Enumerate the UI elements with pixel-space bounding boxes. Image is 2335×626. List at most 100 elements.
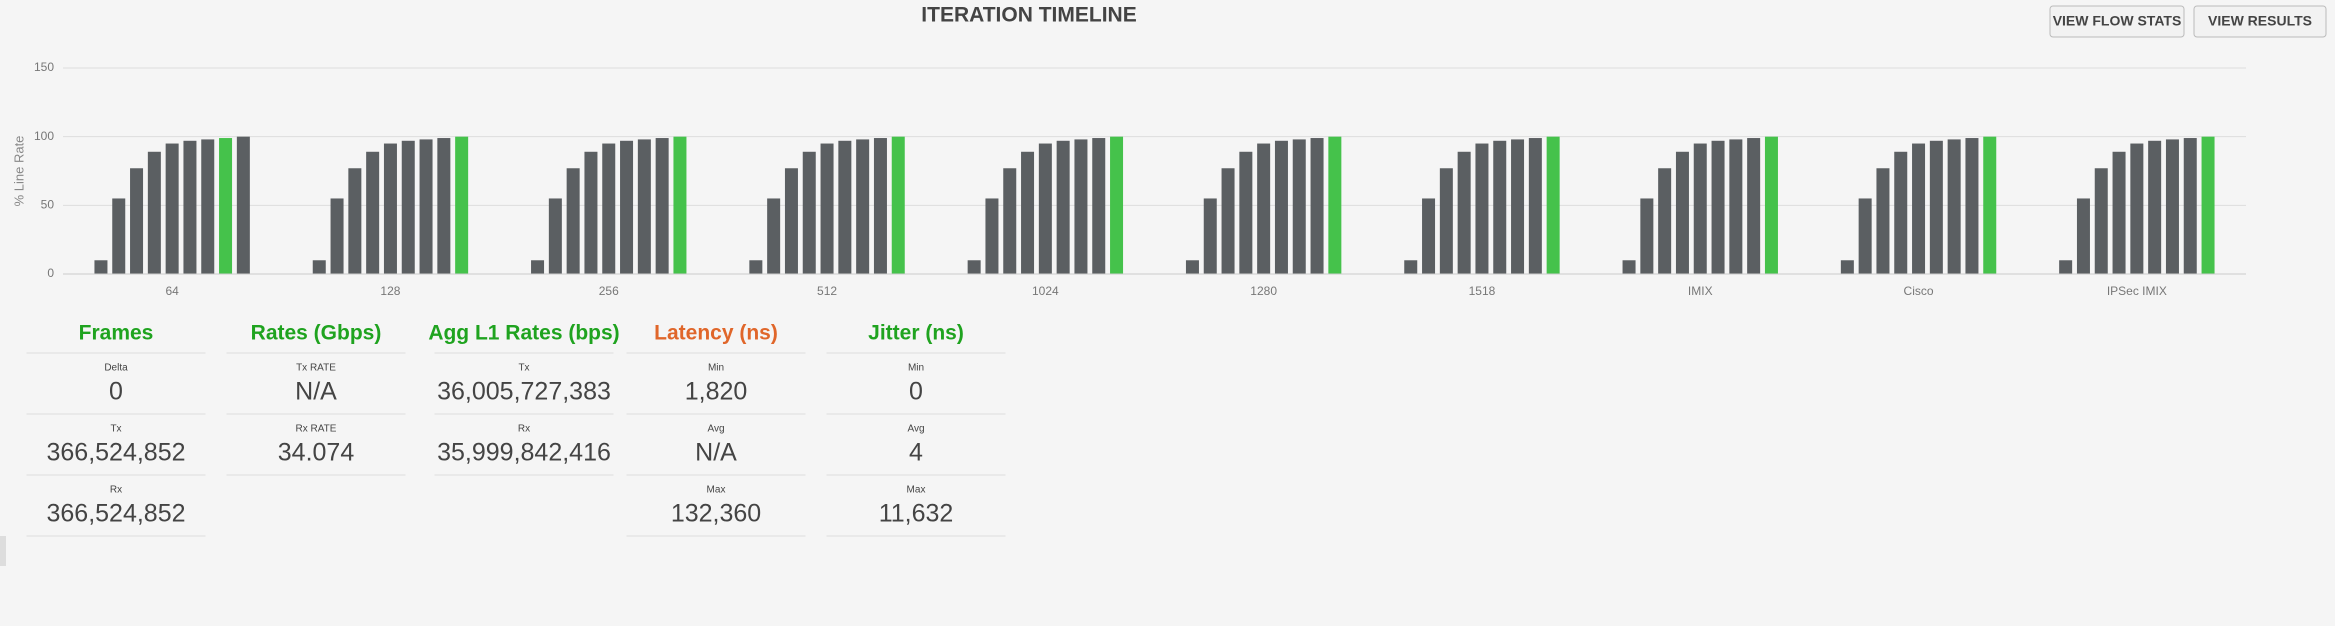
button[interactable]: [2193, 5, 2327, 38]
bar: [1056, 140, 1070, 274]
bar: [802, 151, 816, 274]
x-tick-label: IMIX: [1688, 284, 1713, 298]
stat-value: 1,820: [685, 378, 748, 406]
bar: [1257, 143, 1271, 274]
y-tick-label: 0: [47, 266, 54, 280]
bar: [1185, 260, 1199, 274]
bar: [749, 260, 763, 274]
panel-title: Agg L1 Rates (bps): [428, 322, 619, 345]
bar: [2094, 168, 2108, 274]
bar: [1457, 151, 1471, 274]
bar: [147, 151, 161, 274]
bar: [348, 168, 362, 274]
x-tick-label: 256: [599, 284, 619, 298]
stat-value: 0: [909, 378, 923, 406]
bar: [1328, 136, 1342, 274]
bar: [1239, 151, 1253, 274]
bar: [602, 143, 616, 274]
bar: [784, 168, 798, 274]
bar: [1894, 151, 1908, 274]
y-tick-label: 100: [34, 129, 54, 143]
x-tick-label: Cisco: [1904, 284, 1934, 298]
stat-value: 35,999,842,416: [437, 439, 611, 467]
stat-label: Rx RATE: [296, 424, 337, 435]
bar: [1003, 168, 1017, 274]
stat-value: N/A: [695, 439, 737, 467]
bar: [767, 198, 781, 274]
stat-value: 366,524,852: [46, 500, 185, 528]
bar: [2059, 260, 2073, 274]
stat-label: Tx RATE: [296, 363, 336, 374]
y-tick-label: 50: [41, 198, 55, 212]
stat-label: Tx: [110, 424, 121, 435]
x-tick-label: 128: [380, 284, 400, 298]
bar: [1422, 198, 1436, 274]
bar: [1292, 139, 1306, 274]
bar: [856, 139, 870, 274]
stat-label: Delta: [104, 363, 128, 374]
button[interactable]: [2049, 5, 2185, 38]
button-label[interactable]: VIEW RESULTS: [2208, 13, 2312, 29]
bar: [312, 260, 326, 274]
stat-label: Min: [708, 363, 724, 374]
stat-value: 366,524,852: [46, 439, 185, 467]
bar: [1493, 140, 1507, 274]
bar: [1658, 168, 1672, 274]
stat-value: N/A: [295, 378, 337, 406]
stat-label: Max: [707, 485, 726, 496]
bar: [401, 140, 415, 274]
bar: [2148, 140, 2162, 274]
stat-label: Rx: [518, 424, 530, 435]
stat-label: Min: [908, 363, 924, 374]
bar: [655, 138, 669, 274]
side-tab: [0, 536, 6, 566]
bar: [1929, 140, 1943, 274]
stat-value: 0: [109, 378, 123, 406]
bar: [201, 139, 215, 274]
bar: [637, 139, 651, 274]
bar: [548, 198, 562, 274]
bar: [967, 260, 981, 274]
bar: [1404, 260, 1418, 274]
bar: [1947, 139, 1961, 274]
bar: [2165, 139, 2179, 274]
stat-value: 4: [909, 439, 923, 467]
chart-title: ITERATION TIMELINE: [921, 4, 1136, 27]
bar: [1858, 198, 1872, 274]
x-tick-label: 512: [817, 284, 837, 298]
panel-title: Frames: [79, 322, 154, 345]
bar: [673, 136, 687, 274]
bar: [236, 136, 250, 274]
x-tick-label: 1518: [1469, 284, 1496, 298]
bar: [1021, 151, 1035, 274]
bar: [2183, 138, 2197, 274]
stat-label: Avg: [707, 424, 724, 435]
stat-value: 36,005,727,383: [437, 378, 611, 406]
bar: [1221, 168, 1235, 274]
bar: [1038, 143, 1052, 274]
bar: [838, 140, 852, 274]
button-label[interactable]: VIEW FLOW STATS: [2053, 13, 2182, 29]
y-tick-label: 150: [34, 60, 54, 74]
bar: [1622, 260, 1636, 274]
bar: [820, 143, 834, 274]
bar: [1912, 143, 1926, 274]
panel-title: Latency (ns): [654, 322, 778, 345]
bar: [985, 198, 999, 274]
stat-label: Tx: [518, 363, 529, 374]
bar: [1092, 138, 1106, 274]
bar: [94, 260, 108, 274]
bar: [2130, 143, 2144, 274]
stat-value: 132,360: [671, 500, 761, 528]
bar: [1274, 140, 1288, 274]
bar: [1511, 139, 1525, 274]
bar: [1439, 168, 1453, 274]
bar: [584, 151, 598, 274]
stat-label: Rx: [110, 485, 122, 496]
bar: [566, 168, 580, 274]
bar: [1965, 138, 1979, 274]
bar: [1203, 198, 1217, 274]
bar: [383, 143, 397, 274]
bar: [366, 151, 380, 274]
